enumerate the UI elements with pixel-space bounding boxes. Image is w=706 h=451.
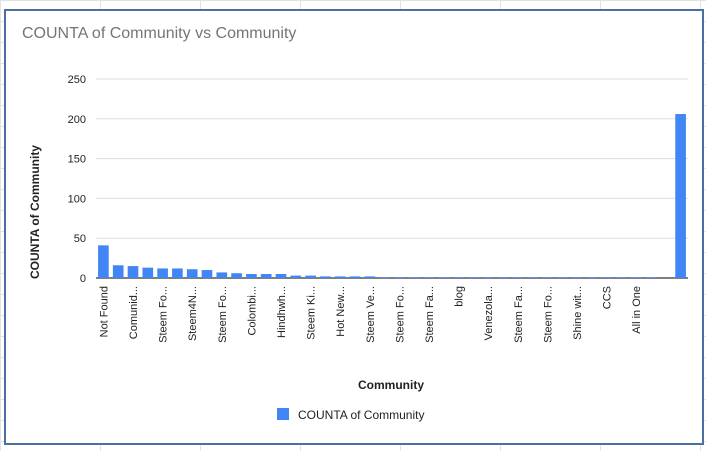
bar[interactable]: [408, 277, 420, 278]
x-category-label: Steem Fa...: [424, 286, 436, 343]
bar[interactable]: [157, 268, 168, 278]
x-category-label: Colombi...: [246, 286, 258, 336]
x-category-label: Steem Fo...: [158, 286, 170, 343]
x-category-label: Shine wit...: [572, 286, 584, 340]
x-category-label: blog: [454, 286, 466, 307]
gridlines: [96, 78, 688, 279]
bar[interactable]: [142, 267, 154, 278]
x-axis-categories: Not Found Comunid... Steem Fo... Steem4N...…: [98, 286, 643, 343]
bar[interactable]: [586, 277, 598, 278]
bar[interactable]: [468, 277, 479, 278]
bar[interactable]: [320, 276, 331, 278]
bar[interactable]: [364, 276, 376, 278]
x-category-label: Not Found: [98, 286, 110, 337]
x-category-label: Steem Fa...: [513, 286, 525, 343]
x-category-label: Steem Ki...: [306, 286, 318, 340]
legend-label: COUNTA of Community: [298, 408, 424, 422]
x-category-label: Steem Ve...: [365, 286, 377, 343]
x-category-label: All in One: [631, 286, 643, 334]
y-tick-label: 150: [68, 154, 86, 166]
bar[interactable]: [482, 277, 494, 278]
bar[interactable]: [527, 277, 538, 278]
bar[interactable]: [98, 245, 109, 278]
bar[interactable]: [216, 272, 228, 278]
x-category-label: Hot New...: [335, 286, 347, 337]
x-category-label: Steem Fo...: [217, 286, 229, 343]
y-axis-title: COUNTA of Community: [28, 145, 42, 279]
bars: [98, 114, 686, 278]
bar[interactable]: [172, 268, 183, 278]
bar[interactable]: [290, 275, 302, 278]
bar[interactable]: [601, 277, 612, 278]
chart-title: COUNTA of Community vs Community: [22, 25, 297, 42]
bar[interactable]: [556, 277, 568, 278]
bar[interactable]: [334, 276, 346, 278]
bar[interactable]: [127, 266, 139, 278]
bar[interactable]: [438, 277, 450, 278]
bar[interactable]: [246, 274, 257, 278]
bar[interactable]: [497, 277, 509, 278]
y-tick-label: 250: [68, 74, 86, 86]
bar[interactable]: [542, 277, 553, 278]
x-category-label: Steem Fo...: [394, 286, 406, 343]
bar[interactable]: [616, 277, 627, 278]
chart-container[interactable]: [4, 9, 704, 445]
bar[interactable]: [379, 277, 390, 278]
y-tick-label: 100: [68, 193, 86, 205]
bar[interactable]: [305, 275, 316, 278]
x-category-label: Comunid...: [128, 286, 140, 339]
y-tick-label: 50: [74, 233, 86, 245]
bar[interactable]: [453, 277, 464, 278]
bar[interactable]: [201, 270, 213, 278]
x-axis-title: Community: [358, 378, 424, 392]
x-category-label: Hindhwh...: [276, 286, 288, 338]
bar[interactable]: [349, 276, 361, 278]
y-tick-label: 200: [68, 114, 86, 126]
y-tick-label: 0: [80, 273, 86, 285]
bar[interactable]: [571, 277, 583, 278]
x-category-label: Steem Fo...: [542, 286, 554, 343]
bar[interactable]: [675, 114, 686, 278]
x-category-label: Steem4N...: [187, 286, 199, 341]
bar[interactable]: [423, 277, 435, 278]
bar[interactable]: [231, 273, 242, 278]
bar[interactable]: [645, 277, 657, 278]
bar[interactable]: [112, 265, 124, 278]
bar[interactable]: [186, 269, 198, 278]
bar[interactable]: [394, 277, 405, 278]
x-category-label: Venezola...: [483, 286, 495, 340]
x-category-label: CCS: [602, 286, 614, 309]
bar[interactable]: [630, 277, 642, 278]
y-axis-ticks: 0 50 100 150 200 250: [68, 74, 86, 285]
bar[interactable]: [512, 277, 524, 278]
bar[interactable]: [275, 274, 287, 278]
legend-swatch: [277, 408, 289, 420]
bar[interactable]: [260, 274, 272, 278]
